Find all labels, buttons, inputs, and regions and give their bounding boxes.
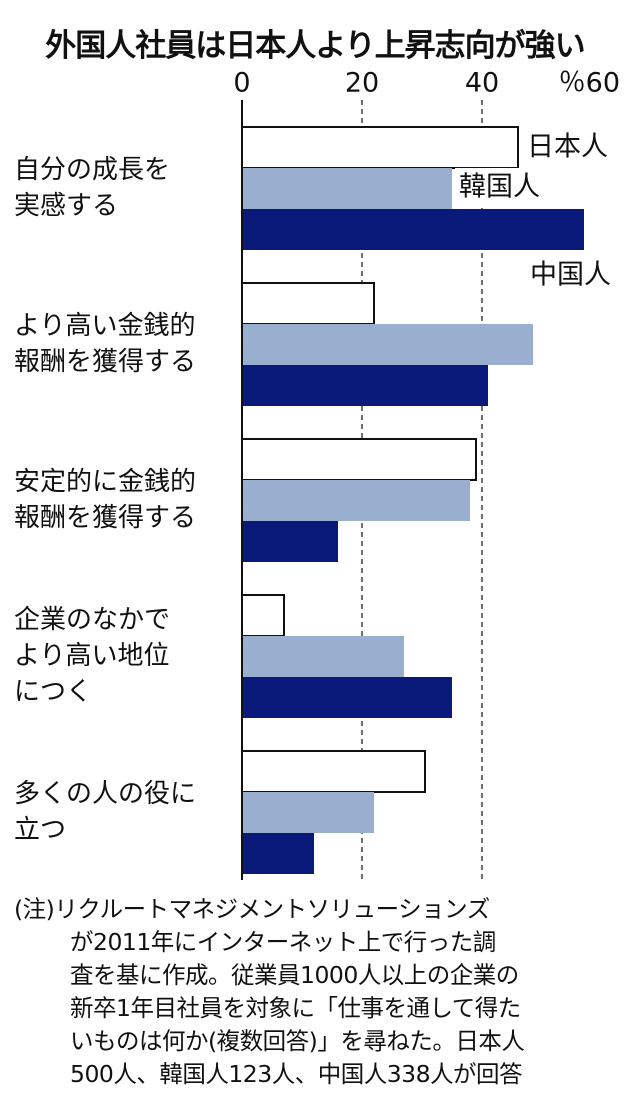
bar xyxy=(241,594,285,637)
bar xyxy=(242,521,338,562)
category-label: 自分の成長を 実感する xyxy=(14,155,171,221)
legend-background xyxy=(455,168,553,208)
bar xyxy=(242,677,452,718)
chart-title: 外国人社員は日本人より上昇志向が強い xyxy=(45,28,585,64)
x-tick-label: 20 xyxy=(345,68,379,99)
bar xyxy=(242,168,452,209)
bar xyxy=(241,282,375,325)
bar xyxy=(242,792,374,833)
x-tick-label: ％60 xyxy=(559,68,620,99)
bar xyxy=(241,126,519,169)
bar xyxy=(242,833,314,874)
category-label: 多くの人の役に 立つ xyxy=(14,779,197,845)
bar xyxy=(242,209,584,250)
x-tick-label: 0 xyxy=(233,68,250,99)
legend-label: 日本人 xyxy=(527,132,608,163)
bar xyxy=(241,750,426,793)
category-label: より高い金銭的 報酬を獲得する xyxy=(14,311,197,377)
category-label: 企業のなかで より高い地位 につく xyxy=(14,605,171,707)
legend-label: 中国人 xyxy=(530,260,611,291)
x-tick-label: 40 xyxy=(465,68,499,99)
category-label: 安定的に金銭的 報酬を獲得する xyxy=(14,467,197,533)
bar xyxy=(241,438,477,481)
bar xyxy=(242,636,404,677)
bar xyxy=(242,324,533,365)
note: (注)リクルートマネジメントソリューションズ が2011年にインターネット上で行… xyxy=(14,895,525,1088)
legend-label: 韓国人 xyxy=(459,172,540,203)
bar xyxy=(242,365,488,406)
bar xyxy=(242,480,470,521)
